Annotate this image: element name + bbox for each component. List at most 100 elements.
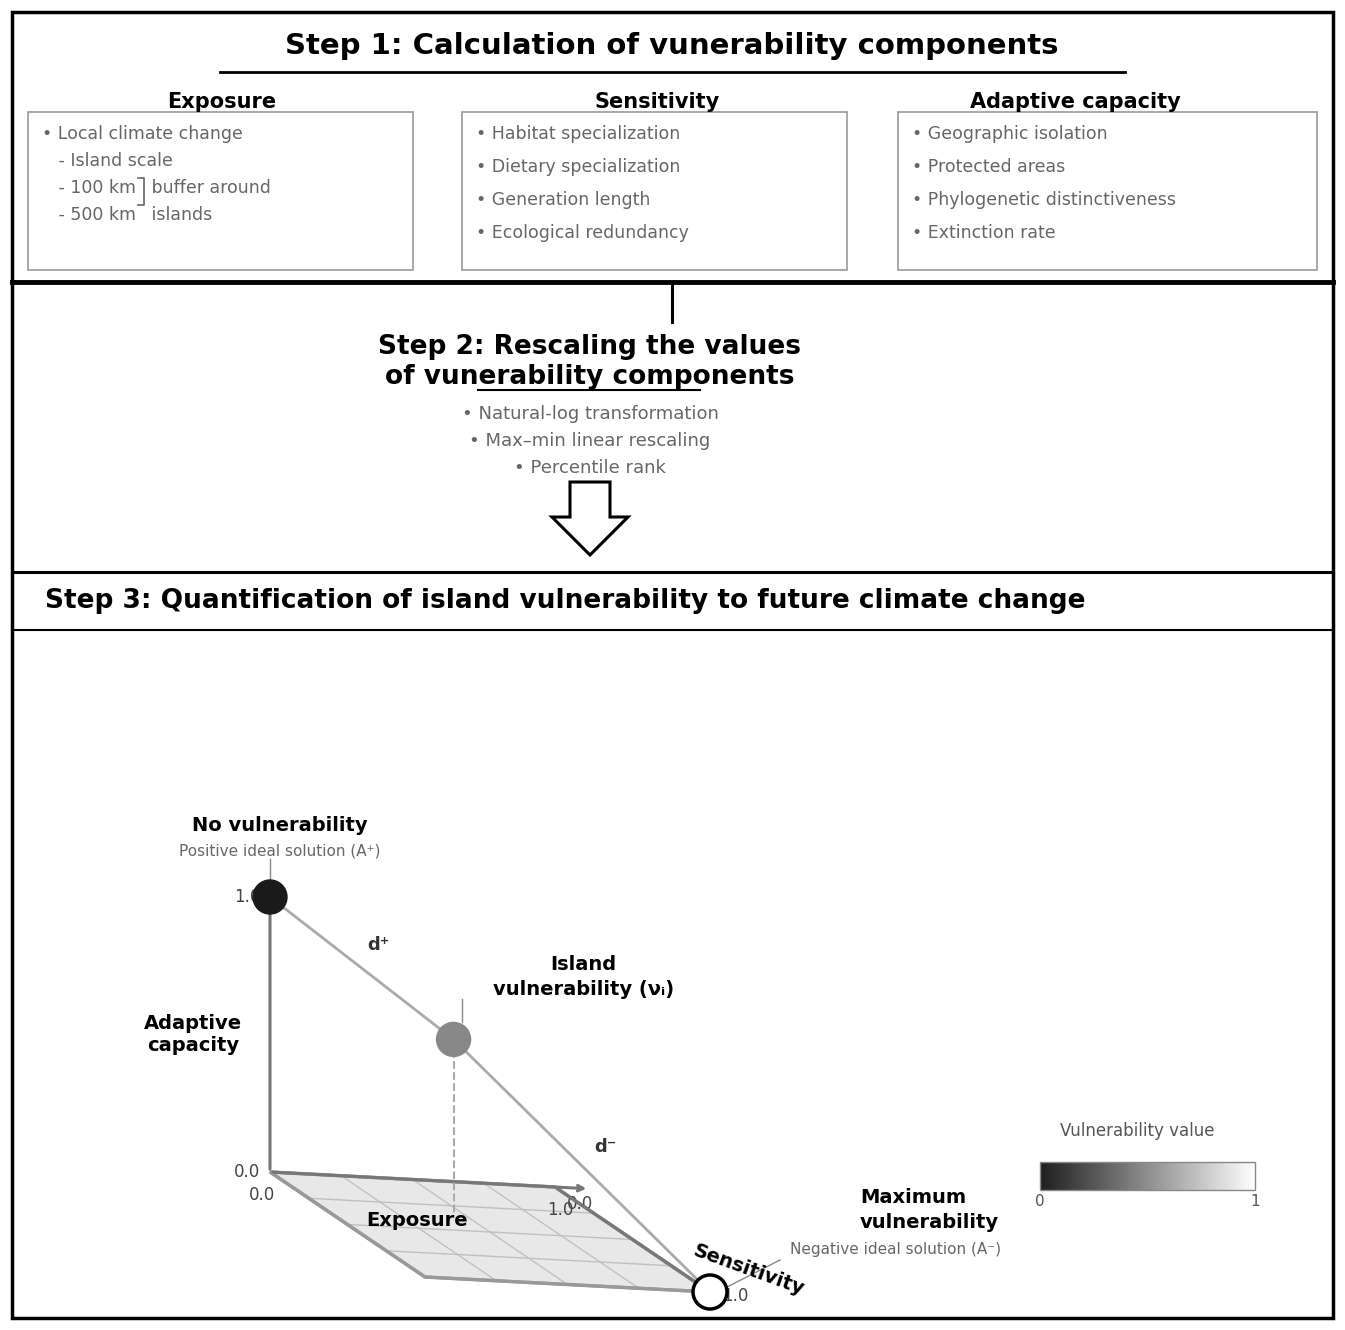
Bar [1182,1162,1185,1190]
Bar [1251,1162,1254,1190]
Text: • Geographic isolation: • Geographic isolation [912,125,1108,144]
Bar [1236,1162,1239,1190]
Bar [1115,1162,1118,1190]
Bar [1227,1162,1229,1190]
Text: • Dietary specialization: • Dietary specialization [476,158,681,176]
Bar [1044,1162,1046,1190]
Text: • Ecological redundancy: • Ecological redundancy [476,223,689,242]
Bar [1061,1162,1064,1190]
Bar [1143,1162,1146,1190]
Bar [1087,1162,1089,1190]
Bar [1093,1162,1096,1190]
Bar [1244,1162,1247,1190]
Bar [1205,1162,1208,1190]
Bar [1186,1162,1189,1190]
Text: islands: islands [147,206,213,223]
Text: - Island scale: - Island scale [42,152,174,170]
Bar [1225,1162,1228,1190]
Circle shape [693,1275,728,1309]
Bar [1108,1162,1111,1190]
Text: Island: Island [550,955,616,975]
Text: Exposure: Exposure [367,1212,468,1230]
Bar [1040,1162,1255,1190]
Bar [1111,1162,1114,1190]
Bar [1247,1162,1250,1190]
Text: • Phylogenetic distinctiveness: • Phylogenetic distinctiveness [912,192,1176,209]
Text: 0.0: 0.0 [249,1186,276,1204]
Bar [1057,1162,1060,1190]
Bar [1085,1162,1088,1190]
Text: 0: 0 [1036,1194,1045,1209]
Bar [1178,1162,1181,1190]
Bar [1215,1162,1217,1190]
Bar [1079,1162,1081,1190]
Bar [1147,1162,1150,1190]
Bar [1151,1162,1154,1190]
Text: 1.0: 1.0 [234,888,260,906]
Bar [1139,1162,1142,1190]
Text: - 500 km: - 500 km [42,206,136,223]
Text: Sensitivity: Sensitivity [691,1241,807,1299]
Bar [1071,1162,1073,1190]
Bar [1081,1162,1084,1190]
Text: • Extinction rate: • Extinction rate [912,223,1056,242]
Bar [1157,1162,1159,1190]
Bar [1194,1162,1197,1190]
Bar [1103,1162,1106,1190]
Bar [1219,1162,1221,1190]
Bar [1233,1162,1236,1190]
Bar [1167,1162,1170,1190]
Text: Adaptive capacity: Adaptive capacity [970,92,1181,112]
Text: 1.0: 1.0 [547,1201,573,1220]
Bar [1221,1162,1223,1190]
Bar [1104,1162,1107,1190]
Bar [1229,1162,1232,1190]
Bar [1190,1162,1193,1190]
Bar [1130,1162,1132,1190]
Text: d⁺: d⁺ [367,936,389,954]
Bar [1216,1162,1219,1190]
Text: Step 1: Calculation of vunerability components: Step 1: Calculation of vunerability comp… [285,32,1059,60]
Bar [1184,1162,1186,1190]
Text: • Local climate change: • Local climate change [42,125,243,144]
Bar [1042,1162,1045,1190]
Text: Exposure: Exposure [167,92,277,112]
Bar [1126,1162,1128,1190]
Text: vulnerability: vulnerability [859,1213,999,1232]
Text: of vunerability components: of vunerability components [385,364,795,390]
Polygon shape [270,1172,710,1291]
Bar [1068,1162,1071,1190]
Text: • Percentile rank: • Percentile rank [514,459,666,477]
Bar [1135,1162,1138,1190]
Bar [1180,1162,1182,1190]
Bar [1060,1162,1063,1190]
Bar [1161,1162,1163,1190]
Bar [1200,1162,1201,1190]
Text: 1.0: 1.0 [722,1287,748,1305]
Bar [1098,1162,1100,1190]
Bar [1150,1162,1153,1190]
Circle shape [437,1023,471,1056]
Bar [1054,1162,1057,1190]
Bar [1240,1162,1243,1190]
Text: - 100 km: - 100 km [42,180,136,197]
Text: 1: 1 [1251,1194,1260,1209]
Bar [1137,1162,1139,1190]
Text: 0.0: 0.0 [234,1162,260,1181]
Text: Sensitivity: Sensitivity [594,92,720,112]
Bar [1204,1162,1206,1190]
Bar [1176,1162,1178,1190]
Circle shape [253,880,286,914]
Polygon shape [551,481,628,555]
Text: Maximum: Maximum [859,1188,966,1208]
Bar [1089,1162,1092,1190]
Text: • Max–min linear rescaling: • Max–min linear rescaling [469,432,710,450]
Bar [1141,1162,1143,1190]
Bar [1046,1162,1049,1190]
Bar [1040,1162,1042,1190]
Bar [1075,1162,1077,1190]
Bar [1154,1162,1157,1190]
Bar [1248,1162,1251,1190]
Text: d⁻: d⁻ [593,1137,616,1156]
Bar [1076,1162,1079,1190]
